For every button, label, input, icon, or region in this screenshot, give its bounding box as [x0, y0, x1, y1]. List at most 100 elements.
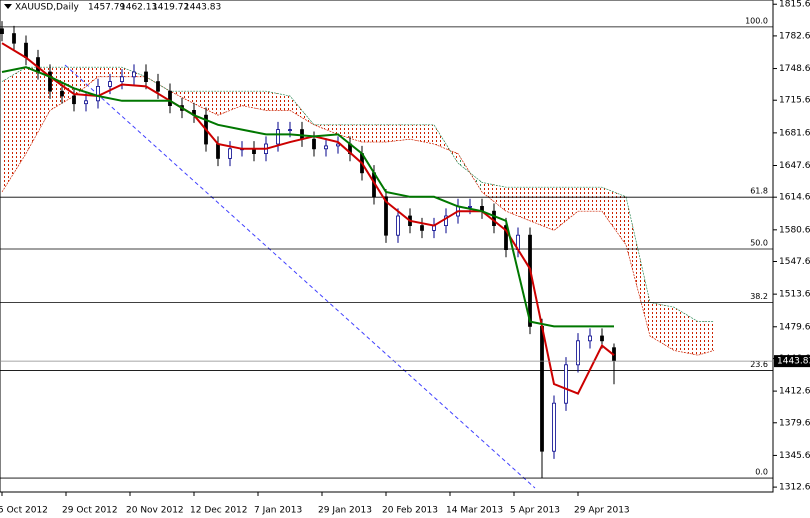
candle-body — [324, 145, 328, 150]
cloud-segment — [194, 91, 218, 116]
cloud-segment — [2, 67, 26, 192]
y-tick-label: 1412.60 — [779, 387, 810, 397]
x-tick-label: 5 Apr 2013 — [510, 506, 560, 516]
candle-body — [312, 138, 316, 150]
cloud-segment — [362, 124, 386, 143]
cloud-segment — [266, 91, 290, 111]
cloud-segment — [338, 124, 362, 143]
candle-body — [384, 196, 388, 236]
indicator-line — [1, 66, 614, 328]
candle-body — [288, 129, 292, 132]
cloud-segment — [578, 187, 602, 212]
cloud-segment — [626, 196, 650, 336]
x-tick-label: 7 Jan 2013 — [254, 506, 302, 516]
candle-body — [132, 71, 136, 78]
y-tick-label: 1815.60 — [779, 0, 810, 10]
x-tick-label: 29 Apr 2013 — [574, 506, 630, 516]
candle-body — [168, 90, 172, 106]
x-tick-label: 5 Oct 2012 — [0, 506, 48, 516]
candle-body — [552, 402, 556, 452]
header-high: 1462.13 — [120, 3, 157, 13]
cloud-segment — [26, 67, 50, 154]
candle-body — [108, 81, 112, 87]
chart-title: XAUUSD,Daily — [15, 3, 79, 13]
candle-body — [276, 129, 280, 145]
candle-body — [600, 335, 604, 342]
candle-body — [420, 225, 424, 231]
y-tick-label: 1513.60 — [779, 290, 810, 300]
candle-body — [528, 234, 532, 327]
candle-body — [60, 90, 64, 97]
candle-body — [468, 205, 472, 208]
x-tick-label: 12 Dec 2012 — [190, 506, 248, 516]
cloud-segment — [410, 124, 434, 144]
y-tick-label: 1345.60 — [779, 451, 810, 461]
menu-triangle[interactable] — [4, 4, 12, 9]
cloud-segment — [530, 187, 554, 231]
cloud-segment — [218, 91, 242, 116]
candle-body — [48, 71, 52, 92]
candle-body — [84, 100, 88, 105]
candle-body — [156, 81, 160, 92]
fib-label: 0.0 — [755, 468, 768, 477]
candle-body — [588, 335, 592, 342]
candle-body — [228, 148, 232, 159]
cloud-segment — [98, 67, 122, 77]
y-tick-label: 1782.60 — [779, 31, 810, 41]
cloud-segment — [242, 91, 266, 111]
cloud-segment — [554, 187, 578, 231]
x-tick-label: 20 Nov 2012 — [126, 506, 184, 516]
candle-body — [144, 71, 148, 83]
y-tick-label: 1312.60 — [779, 483, 810, 493]
header-close: 1443.83 — [184, 3, 221, 13]
y-tick-label: 1715.60 — [779, 96, 810, 106]
fib-label: 38.2 — [750, 292, 768, 301]
x-tick-label: 14 Mar 2013 — [446, 506, 503, 516]
candle-body — [576, 340, 580, 366]
fib-label: 61.8 — [750, 187, 768, 196]
trend-line — [64, 64, 536, 489]
candle-body — [396, 215, 400, 236]
x-tick-label: 29 Jan 2013 — [318, 506, 372, 516]
candle-body — [444, 215, 448, 226]
y-tick-label: 1681.60 — [779, 128, 810, 138]
candle-body — [12, 33, 16, 44]
cloud-segment — [290, 96, 314, 125]
y-tick-label: 1479.60 — [779, 322, 810, 332]
cloud-segment — [602, 187, 626, 245]
cloud-segment — [698, 321, 714, 356]
y-tick-label: 1580.60 — [779, 225, 810, 235]
y-tick-label: 1614.60 — [779, 193, 810, 203]
x-tick-label: 29 Oct 2012 — [62, 506, 118, 516]
fib-label: 100.0 — [745, 16, 768, 25]
y-tick-label: 1379.60 — [779, 418, 810, 428]
header-open: 1457.79 — [88, 3, 125, 13]
candle-body — [72, 95, 76, 105]
candle-body — [336, 143, 340, 147]
candle-body — [564, 364, 568, 404]
price-box-label: 1443.83 — [777, 357, 810, 367]
candle-body — [492, 210, 496, 226]
candle-body — [96, 86, 100, 102]
plot-frame — [0, 0, 774, 493]
x-tick-label: 20 Feb 2013 — [382, 506, 438, 516]
fib-label: 50.0 — [750, 239, 768, 248]
y-tick-label: 1748.60 — [779, 64, 810, 74]
fib-label: 23.6 — [750, 360, 768, 369]
y-tick-label: 1647.60 — [779, 161, 810, 171]
candle-body — [540, 325, 544, 452]
cloud-segment — [674, 307, 698, 356]
candle-body — [216, 143, 220, 159]
cloud-segment — [650, 302, 674, 351]
candle-body — [0, 28, 4, 34]
cloud-segment — [74, 67, 98, 96]
candle-body — [36, 57, 40, 73]
cloud-segment — [506, 187, 530, 221]
candle-body — [504, 225, 508, 251]
y-tick-label: 1547.60 — [779, 257, 810, 267]
header-low: 1419.72 — [152, 3, 189, 13]
cloud-segment — [386, 124, 410, 143]
candle-body — [24, 42, 28, 59]
